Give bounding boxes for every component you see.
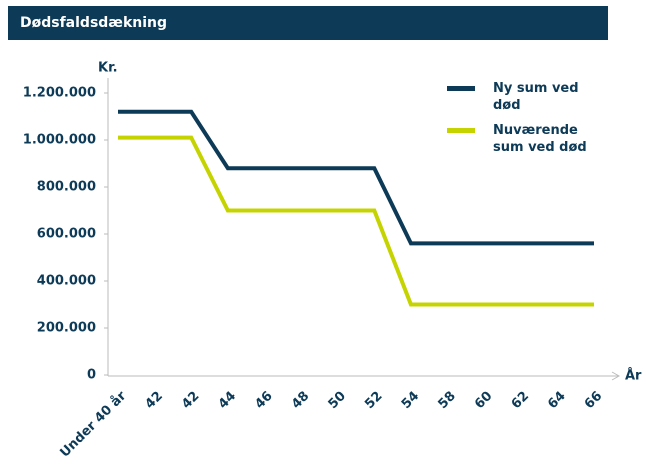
legend-swatch [447, 128, 475, 133]
series-line [118, 135, 594, 307]
x-tick-label: 66 [582, 389, 605, 412]
y-tick-label: 200.000 [37, 321, 96, 336]
x-tick-label: 42 [179, 389, 202, 412]
x-tick-label: 52 [362, 389, 385, 412]
x-tick-label: 54 [399, 389, 422, 412]
y-tick-label: 1.200.000 [23, 86, 96, 101]
y-tick-label: 0 [87, 368, 96, 383]
legend-label: Ny sum ved død [493, 81, 579, 113]
x-tick-label: 58 [435, 389, 458, 412]
x-tick-label: 44 [216, 389, 239, 412]
x-tick-label: 46 [252, 389, 275, 412]
legend-item: Nuværende sum ved død [447, 122, 593, 156]
x-tick-label: Under 40 år [57, 388, 129, 460]
x-axis-arrow [611, 371, 621, 381]
legend-label: Nuværende sum ved død [493, 123, 587, 155]
x-tick-label: 64 [545, 389, 568, 412]
series-line [118, 109, 594, 246]
header-title: Dødsfaldsdækning [8, 6, 608, 40]
legend-swatch [447, 86, 475, 91]
x-tick-label: 62 [509, 389, 532, 412]
y-axis-label: Kr. [98, 61, 118, 76]
y-tick-label: 600.000 [37, 227, 96, 242]
x-tick-label: 60 [472, 389, 495, 412]
x-tick-label: 50 [326, 389, 349, 412]
legend-item: Ny sum ved død [447, 80, 593, 114]
x-tick-label: 48 [289, 389, 312, 412]
x-tick-label: 42 [143, 389, 166, 412]
y-tick-label: 800.000 [37, 180, 96, 195]
y-tick-label: 400.000 [37, 274, 96, 289]
y-tick-label: 1.000.000 [23, 133, 96, 148]
x-axis-label: År [625, 368, 642, 384]
